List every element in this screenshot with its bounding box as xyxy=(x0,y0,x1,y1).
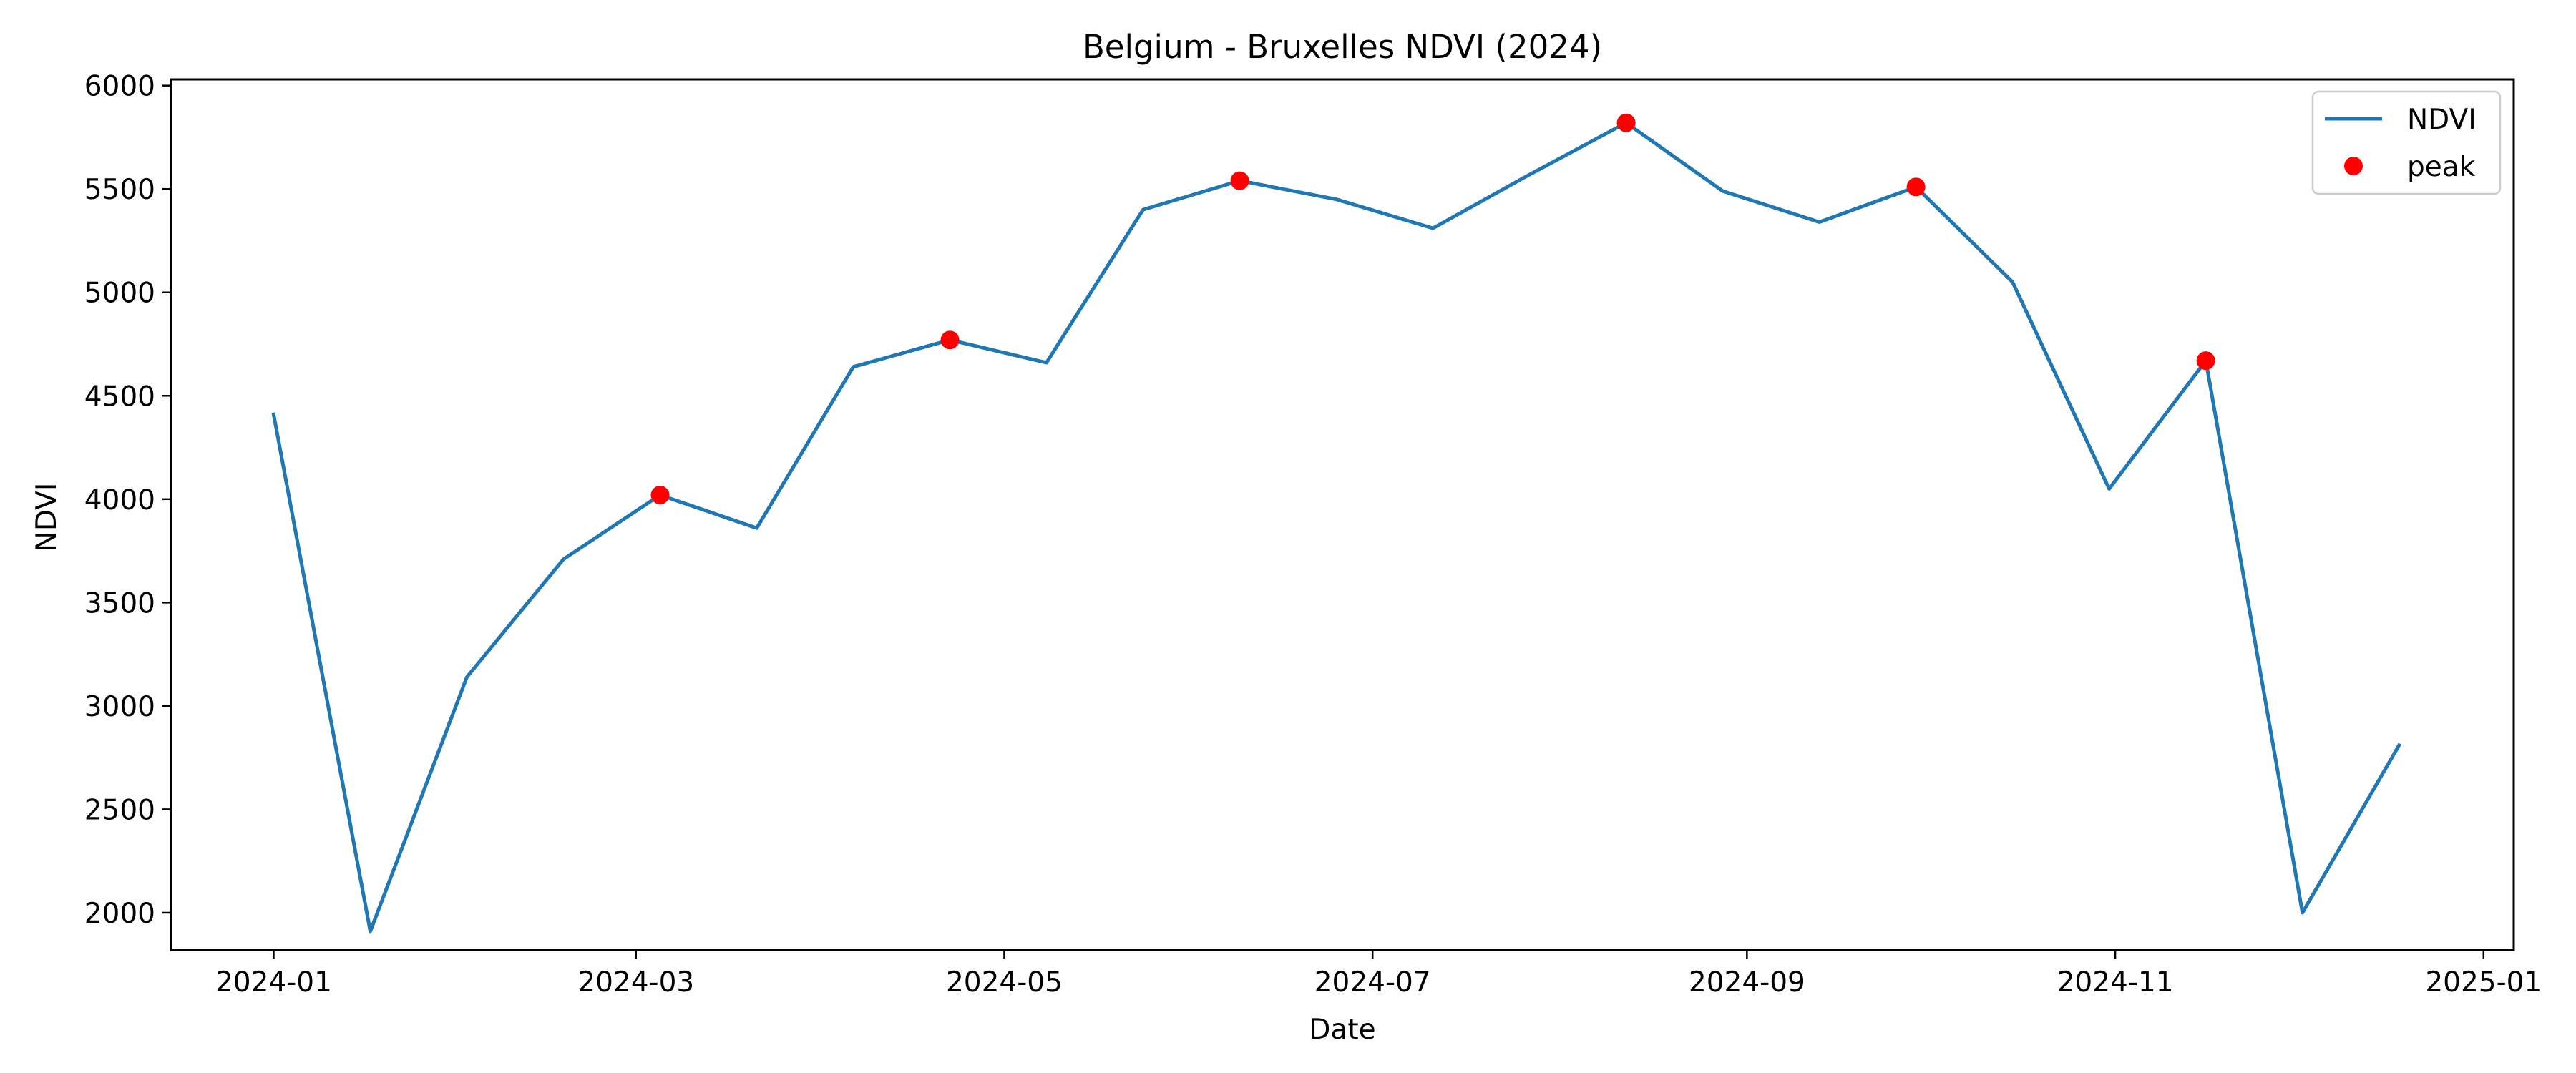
peak-point xyxy=(2196,351,2215,371)
y-axis-label: NDVI xyxy=(31,483,63,552)
y-tick-label: 5000 xyxy=(84,278,155,310)
x-axis-label: Date xyxy=(1309,1014,1375,1046)
plot-series xyxy=(271,113,2402,934)
y-tick-label: 6000 xyxy=(84,71,155,103)
legend-marker-swatch xyxy=(2344,157,2363,175)
peak-point xyxy=(1230,171,1249,190)
peak-point xyxy=(650,486,670,505)
legend: NDVI peak xyxy=(2311,90,2502,195)
ndvi-series-line xyxy=(271,121,2402,934)
x-tick-label: 2024-07 xyxy=(1314,966,1431,999)
y-tick-label: 4500 xyxy=(84,381,155,413)
y-tick-label: 5500 xyxy=(84,174,155,206)
x-tick-label: 2025-01 xyxy=(2425,966,2542,999)
y-tick-label: 2500 xyxy=(84,794,155,826)
peak-point xyxy=(1616,113,1636,132)
x-tick-label: 2024-05 xyxy=(946,966,1063,999)
chart-title: Belgium - Bruxelles NDVI (2024) xyxy=(1083,28,1602,66)
x-tick-label: 2024-01 xyxy=(215,966,332,999)
y-tick-label: 2000 xyxy=(84,898,155,930)
legend-label-ndvi: NDVI xyxy=(2407,104,2477,136)
peak-point xyxy=(1906,177,1926,197)
axis-ticks: 2024-01 2024-03 2024-05 2024-07 2024-09 2024-… xyxy=(84,71,2542,999)
x-tick-label: 2024-09 xyxy=(1689,966,1805,999)
x-tick-label: 2024-03 xyxy=(577,966,694,999)
legend-label-peak: peak xyxy=(2407,151,2476,183)
plot-area-frame xyxy=(170,78,2515,951)
y-tick-label: 4000 xyxy=(84,484,155,516)
y-tick-label: 3000 xyxy=(84,691,155,723)
y-tick-label: 3500 xyxy=(84,587,155,619)
x-tick-label: 2024-11 xyxy=(2057,966,2174,999)
peak-point xyxy=(940,330,960,350)
